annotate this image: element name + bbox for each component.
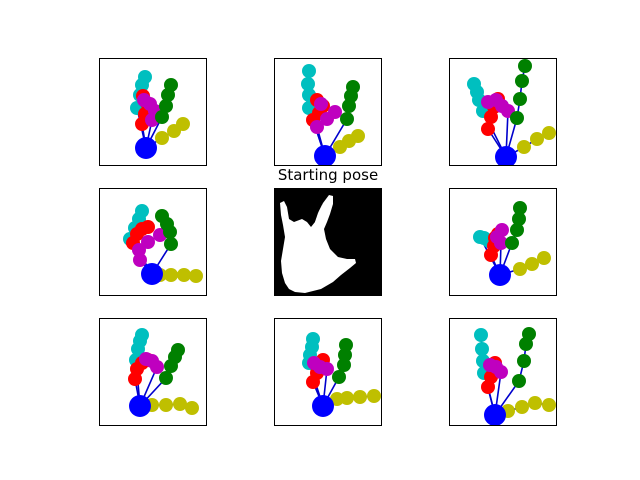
index-joint — [155, 209, 169, 223]
pose-panel-6 — [99, 318, 207, 426]
wrist-joint — [484, 404, 506, 425]
thumb-joint — [164, 268, 178, 282]
thumb-joint — [537, 251, 551, 265]
middle-joint — [141, 235, 155, 249]
wrist-joint — [312, 395, 334, 417]
thumb-joint — [155, 131, 169, 145]
index-joint — [159, 99, 173, 113]
hand-silhouette — [280, 195, 356, 293]
thumb-joint — [173, 397, 187, 411]
index-joint — [515, 74, 529, 88]
index-joint — [505, 236, 519, 250]
wrist-joint — [495, 146, 517, 165]
pinky-joint — [475, 342, 489, 356]
thumb-joint — [177, 268, 191, 282]
thumb-joint — [185, 401, 199, 415]
middle-joint — [137, 93, 151, 107]
middle-joint — [139, 352, 153, 366]
pinky-joint — [474, 328, 488, 342]
pinky-joint — [306, 332, 320, 346]
starting-pose-title: Starting pose — [277, 166, 379, 184]
index-joint — [171, 343, 185, 357]
thumb-joint — [530, 132, 544, 146]
index-joint — [510, 223, 524, 237]
thumb-joint — [189, 269, 203, 283]
thumb-joint — [340, 391, 354, 405]
pose-plot — [474, 327, 556, 425]
thumb-joint — [351, 129, 365, 143]
middle-joint — [483, 358, 497, 372]
wrist-joint — [129, 395, 151, 417]
middle-joint — [132, 243, 146, 257]
pose-plot — [467, 59, 556, 165]
thumb-joint — [528, 396, 542, 410]
index-joint — [518, 59, 532, 73]
pose-panel-5 — [449, 188, 557, 296]
pose-panel-3 — [449, 58, 557, 166]
hand-silhouette-image — [275, 189, 381, 295]
pinky-joint — [135, 204, 149, 218]
index-joint — [159, 371, 173, 385]
pose-panel-8 — [449, 318, 557, 426]
ring-joint — [141, 220, 155, 234]
index-joint — [522, 327, 536, 341]
middle-joint — [310, 120, 324, 134]
thumb-joint — [159, 398, 173, 412]
index-joint — [513, 201, 527, 215]
pinky-joint — [302, 64, 316, 78]
wrist-joint — [141, 263, 163, 285]
wrist-joint — [314, 145, 336, 165]
pinky-joint — [467, 77, 481, 91]
index-joint — [340, 112, 354, 126]
thumb-joint — [353, 390, 367, 404]
middle-joint — [328, 105, 342, 119]
pose-plot — [123, 204, 203, 285]
index-joint — [513, 92, 527, 106]
thumb-joint — [513, 262, 527, 276]
pinky-joint — [138, 70, 152, 84]
pose-plot — [473, 201, 551, 286]
pose-panel-7 — [274, 318, 382, 426]
thumb-joint — [525, 257, 539, 271]
thumb-joint — [542, 398, 556, 412]
pose-panel-4 — [99, 188, 207, 296]
pose-panel-1 — [99, 58, 207, 166]
thumb-joint — [176, 117, 190, 131]
thumb-joint — [542, 126, 556, 140]
index-joint — [346, 80, 360, 94]
wrist-joint — [489, 264, 511, 286]
middle-joint — [495, 223, 509, 237]
pose-plot — [130, 70, 190, 159]
thumb-joint — [515, 400, 529, 414]
middle-joint — [481, 95, 495, 109]
index-joint — [512, 374, 526, 388]
middle-joint — [307, 356, 321, 370]
pose-plot — [301, 64, 365, 165]
pose-plot — [128, 328, 199, 417]
index-joint — [517, 354, 531, 368]
thumb-joint — [367, 389, 381, 403]
pose-panel-2 — [274, 58, 382, 166]
ring-joint — [481, 122, 495, 136]
thumb-joint — [517, 140, 531, 154]
index-joint — [512, 212, 526, 226]
index-joint — [164, 237, 178, 251]
wrist-joint — [135, 137, 157, 159]
index-joint — [164, 78, 178, 92]
index-joint — [510, 111, 524, 125]
index-joint — [332, 370, 346, 384]
index-joint — [339, 338, 353, 352]
starting-pose-panel — [274, 188, 382, 296]
pose-plot — [302, 332, 381, 417]
index-joint — [155, 110, 169, 124]
middle-joint — [314, 97, 328, 111]
pinky-joint — [301, 77, 315, 91]
pinky-joint — [135, 328, 149, 342]
